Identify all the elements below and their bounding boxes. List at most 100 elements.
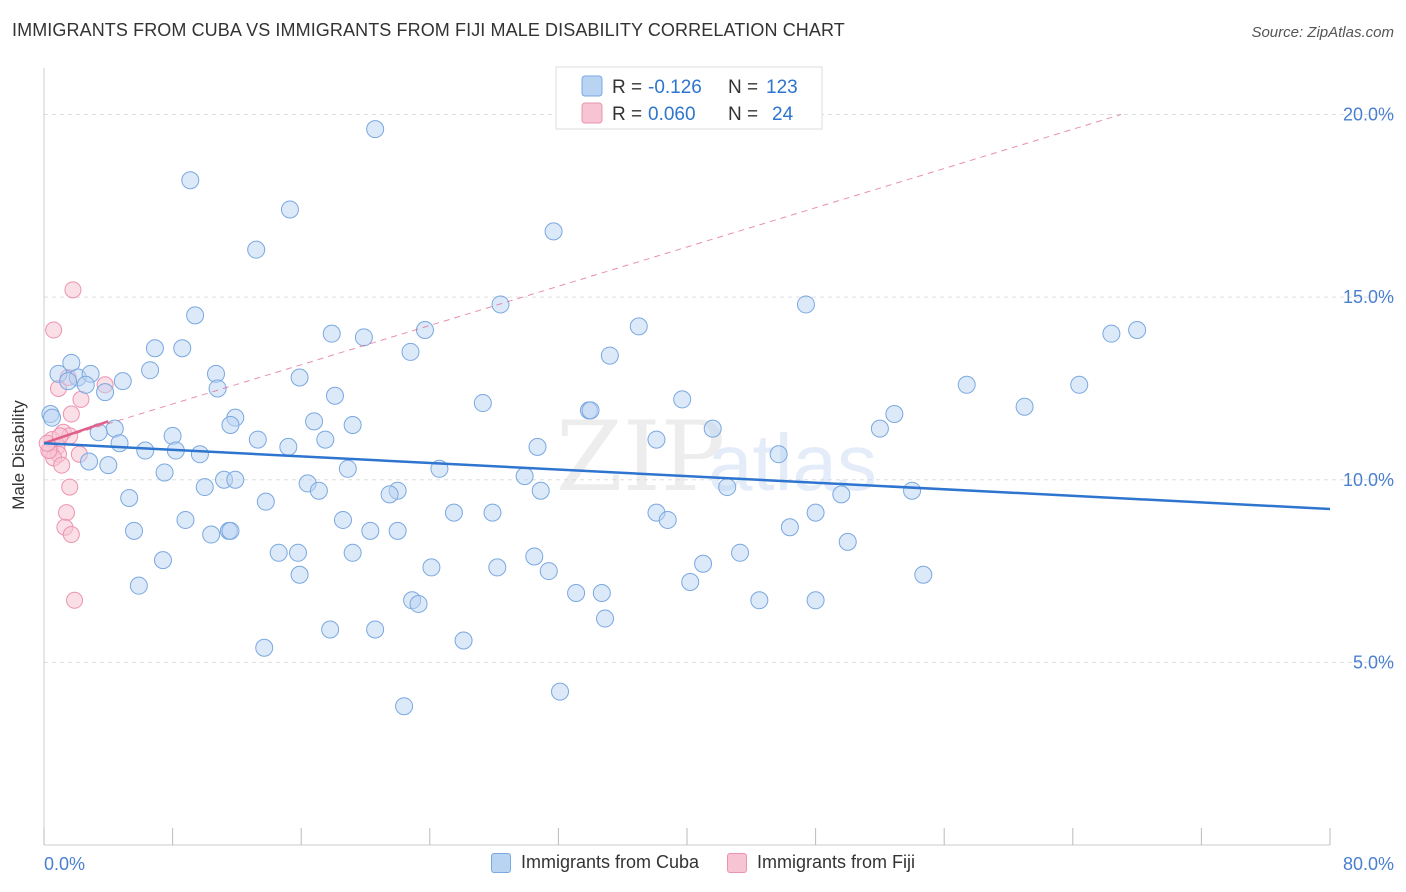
cuba-point — [885, 405, 904, 424]
cuba-swatch — [490, 852, 511, 873]
cuba-point — [694, 554, 713, 573]
cuba-point — [343, 415, 362, 434]
cuba-point — [473, 394, 492, 413]
cuba-point — [409, 594, 428, 613]
cuba-point — [113, 372, 132, 391]
fiji-trend-dashed — [43, 114, 1122, 444]
cuba-point — [129, 576, 148, 595]
cuba-point — [838, 532, 857, 551]
cuba-n-value: 123 — [766, 77, 798, 98]
cuba-point — [957, 375, 976, 394]
cuba-point — [155, 463, 174, 482]
cuba-point — [658, 510, 677, 529]
cuba-point — [483, 503, 502, 522]
cuba-point — [415, 321, 434, 340]
trend-lines — [43, 114, 1331, 511]
cuba-point — [914, 565, 933, 584]
gridlines — [44, 114, 1394, 663]
cuba-point — [256, 492, 275, 511]
cuba-point — [525, 547, 544, 566]
fiji-point — [45, 321, 63, 339]
fiji-point — [58, 504, 76, 522]
cuba-point — [422, 558, 441, 577]
cuba-point — [338, 459, 357, 478]
cuba-point — [269, 543, 288, 562]
cuba-point — [290, 565, 309, 584]
cuba-r-label: R = — [612, 77, 642, 98]
cuba-point — [681, 573, 700, 592]
cuba-point — [750, 591, 769, 610]
stats-legend: R = -0.126 N = 123 R = 0.060 N = 24 — [555, 66, 823, 130]
cuba-point — [181, 171, 200, 190]
legend-label-fiji: Immigrants from Fiji — [757, 852, 916, 872]
cuba-point — [202, 525, 221, 544]
cuba-point — [221, 521, 240, 540]
cuba-point — [99, 456, 118, 475]
cuba-point — [361, 521, 380, 540]
cuba-point — [539, 562, 558, 581]
cuba-point — [769, 445, 788, 464]
x-tick-label-min: 0.0% — [44, 854, 85, 874]
fiji-point — [61, 478, 79, 496]
watermark-atlas: atlas — [708, 418, 877, 507]
cuba-point — [248, 430, 267, 449]
cuba-points — [41, 120, 1147, 716]
fiji-point — [66, 591, 84, 609]
cuba-point — [1128, 321, 1147, 340]
cuba-point — [316, 430, 335, 449]
cuba-point — [125, 521, 144, 540]
legend-item-cuba[interactable]: Immigrants from Cuba — [490, 852, 700, 873]
cuba-point — [305, 412, 324, 431]
cuba-point — [806, 591, 825, 610]
cuba-point — [136, 441, 155, 460]
cuba-point — [592, 583, 611, 602]
fiji-n-label: N = — [728, 104, 758, 125]
cuba-point — [59, 372, 78, 391]
fiji-point — [53, 456, 71, 474]
cuba-point — [247, 240, 266, 259]
cuba-point — [1015, 397, 1034, 416]
series-legend: Immigrants from Cuba Immigrants from Fij… — [0, 852, 1406, 873]
fiji-point — [62, 526, 80, 544]
cuba-point — [366, 620, 385, 639]
cuba-point — [145, 339, 164, 358]
cuba-point — [226, 470, 245, 489]
cuba-point — [163, 426, 182, 445]
cuba-point — [325, 386, 344, 405]
watermark: ZIP atlas — [556, 401, 877, 513]
cuba-point — [354, 328, 373, 347]
cuba-r-value: -0.126 — [648, 77, 702, 98]
cuba-point — [551, 682, 570, 701]
cuba-point — [388, 521, 407, 540]
cuba-point — [76, 375, 95, 394]
cuba-point — [280, 200, 299, 219]
cuba-point — [718, 478, 737, 497]
cuba-point — [176, 510, 195, 529]
cuba-point — [780, 518, 799, 537]
cuba-point — [186, 306, 205, 325]
y-axis-label: Male Disability — [9, 400, 28, 510]
legend-item-fiji[interactable]: Immigrants from Fiji — [727, 852, 915, 873]
cuba-point — [401, 342, 420, 361]
cuba-point — [796, 295, 815, 314]
cuba-point — [110, 434, 129, 453]
cuba-point — [832, 485, 851, 504]
cuba-legend-swatch — [581, 75, 603, 97]
cuba-point — [673, 390, 692, 409]
cuba-trend-line — [43, 441, 1331, 511]
fiji-swatch — [727, 852, 748, 873]
fiji-point — [72, 390, 90, 408]
cuba-point — [1070, 375, 1089, 394]
y-tick-label: 5.0% — [1353, 652, 1394, 672]
cuba-point — [43, 408, 62, 427]
cuba-point — [567, 583, 586, 602]
fiji-r-label: R = — [612, 104, 642, 125]
legend-label-cuba: Immigrants from Cuba — [520, 852, 700, 872]
cuba-point — [321, 620, 340, 639]
cuba-point — [444, 503, 463, 522]
cuba-point — [322, 324, 341, 343]
cuba-point — [309, 481, 328, 500]
y-tick-label: 15.0% — [1343, 287, 1394, 307]
cuba-point — [120, 489, 139, 508]
